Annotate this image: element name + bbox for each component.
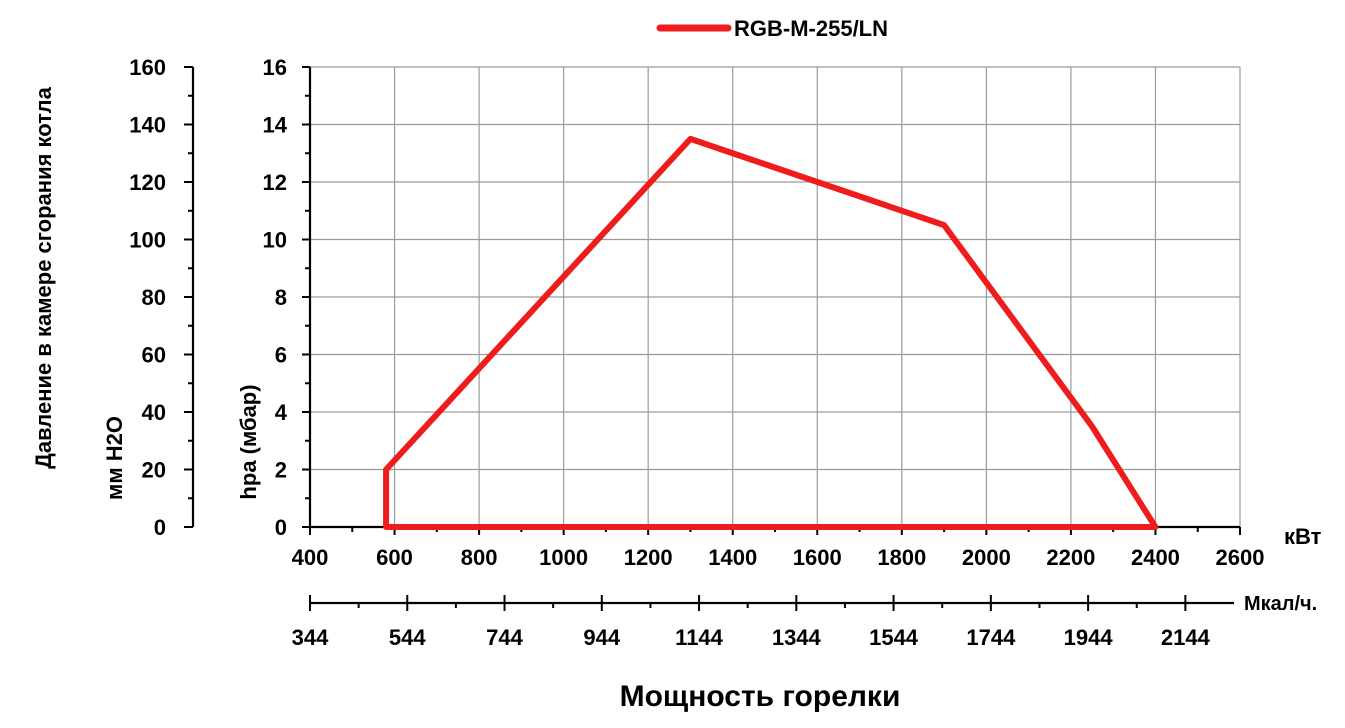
series [383,135,1159,530]
y-tick-label-left: 140 [129,113,166,138]
x2-tick-label: 944 [583,625,620,650]
y-tick-label-right: 14 [263,113,288,138]
x2-tick-label: 2144 [1161,625,1211,650]
x-tick-label: 2600 [1216,545,1265,570]
series-line [383,135,1159,530]
y-tick-label-right: 2 [275,458,287,483]
x-tick-label: 1600 [793,545,842,570]
x-tick-label: 800 [461,545,498,570]
x-tick-label: 2200 [1046,545,1095,570]
x2-tick-label: 544 [389,625,426,650]
y-tick-label-right: 0 [275,515,287,540]
y-axis-title-left: Давление в камере сгорания котла [31,86,56,468]
y-tick-label-right: 4 [275,400,288,425]
x-tick-label: 1400 [708,545,757,570]
x-axis-title: Мощность горелки [620,680,901,713]
x-tick-label: 2400 [1131,545,1180,570]
y-tick-label-left: 60 [142,343,166,368]
y-tick-label-left: 120 [129,170,166,195]
x2-tick-label: 344 [292,625,329,650]
x2-tick-label: 1544 [869,625,919,650]
tick-labels: 400 600 800 1000 1200 1400 1600 1800 2000 2200 240… [129,55,1264,650]
x2-tick-label: 1144 [675,625,723,650]
y-tick-label-left: 160 [129,55,166,80]
x-tick-label: 1200 [624,545,673,570]
y-tick-label-left: 80 [142,285,166,310]
x2-tick-label: 1944 [1064,625,1114,650]
x-tick-label: 2000 [962,545,1011,570]
x-tick-label: 600 [376,545,413,570]
x2-tick-label: 744 [486,625,523,650]
y-tick-label-right: 8 [275,285,287,310]
y-tick-label-right: 10 [263,228,287,253]
y-tick-label-left: 0 [154,515,166,540]
legend-label: RGB-M-255/LN [734,16,888,41]
legend: RGB-M-255/LN [656,16,888,41]
y-tick-label-right: 12 [263,170,287,195]
y-tick-label-right: 6 [275,343,287,368]
x-axis-unit-primary: кВт [1284,524,1322,549]
x-tick-label: 1000 [539,545,588,570]
x2-tick-label: 1744 [966,625,1016,650]
x-tick-label: 1800 [877,545,926,570]
y-tick-label-left: 20 [142,458,166,483]
y-axis-title-right: hpa (мбар) [236,384,261,499]
x-axis-unit-secondary: Мкал/ч. [1244,593,1317,615]
y-tick-label-left: 40 [142,400,166,425]
x-tick-label: 400 [292,545,329,570]
y-tick-label-left: 100 [129,228,166,253]
x2-tick-label: 1344 [772,625,822,650]
grid [310,66,1241,527]
y-axis-unit-left: мм Н2О [102,416,127,500]
y-tick-label-right: 16 [263,55,287,80]
